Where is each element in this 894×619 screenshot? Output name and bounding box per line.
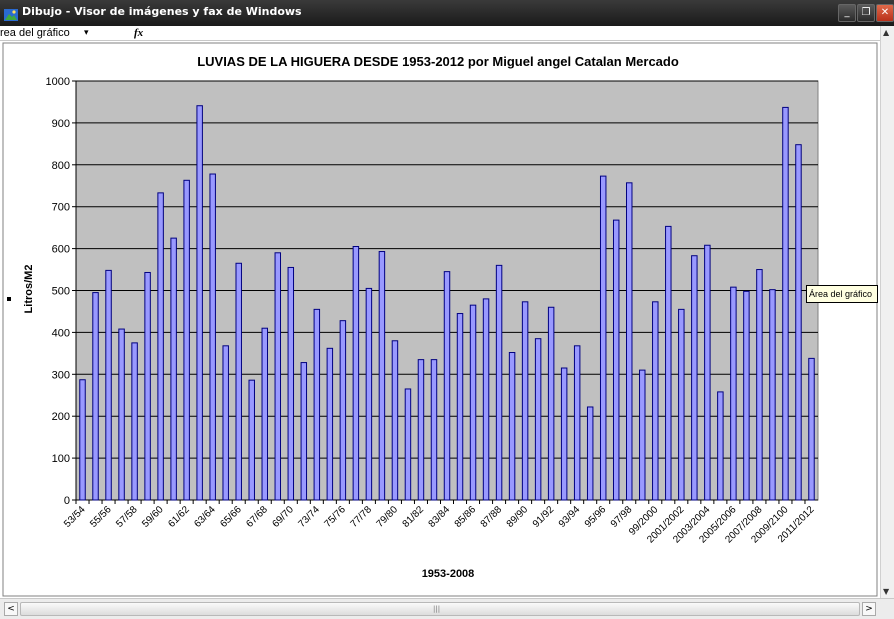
bar[interactable]: [717, 391, 724, 501]
y-tick-label: 200: [52, 411, 70, 423]
bar[interactable]: [521, 301, 529, 501]
bar[interactable]: [157, 192, 164, 501]
bar[interactable]: [443, 271, 451, 501]
y-tick-label: 400: [52, 327, 70, 339]
bar[interactable]: [313, 308, 321, 501]
bar[interactable]: [339, 320, 347, 501]
horizontal-scrollbar[interactable]: < ||| >: [0, 598, 894, 619]
bar[interactable]: [144, 271, 151, 501]
bar[interactable]: [665, 225, 672, 501]
bar[interactable]: [704, 244, 711, 501]
image-viewer-app-icon: [4, 6, 18, 21]
chart-area[interactable]: LUVIAS DE LA HIGUERA DESDE 1953-2012 por…: [0, 41, 880, 598]
y-tick-label: 300: [52, 369, 70, 381]
bar[interactable]: [652, 301, 659, 501]
scroll-grip-icon: |||: [433, 605, 441, 613]
y-tick-label: 0: [64, 495, 70, 507]
vertical-scrollbar[interactable]: ▲ ▼: [880, 26, 894, 598]
bar[interactable]: [795, 144, 802, 501]
bar[interactable]: [560, 367, 568, 501]
y-tick-label: 500: [52, 286, 70, 298]
window-title-bar: Dibujo - Visor de imágenes y fax de Wind…: [0, 0, 894, 26]
chart-area-tooltip: Área del gráfico: [806, 285, 878, 303]
bar[interactable]: [196, 105, 203, 501]
bar-series[interactable]: [79, 105, 815, 501]
y-tick-label: 900: [52, 118, 70, 130]
bar[interactable]: [105, 269, 112, 501]
bar[interactable]: [691, 255, 698, 501]
bar[interactable]: [469, 304, 477, 501]
bar[interactable]: [430, 359, 438, 501]
fx-icon[interactable]: fx: [134, 27, 144, 39]
window-title: Dibujo - Visor de imágenes y fax de Wind…: [22, 5, 302, 18]
bar[interactable]: [274, 252, 282, 501]
bar[interactable]: [586, 406, 594, 501]
bar[interactable]: [287, 266, 295, 501]
bar[interactable]: [626, 182, 633, 501]
bar[interactable]: [482, 298, 490, 501]
horizontal-scroll-thumb[interactable]: |||: [20, 602, 860, 616]
bar[interactable]: [808, 357, 815, 501]
bar[interactable]: [391, 340, 399, 501]
y-tick-label: 600: [52, 244, 70, 256]
bar[interactable]: [573, 345, 581, 501]
bar[interactable]: [678, 308, 685, 501]
bar[interactable]: [743, 290, 750, 501]
bar[interactable]: [79, 379, 86, 501]
bar[interactable]: [599, 175, 607, 501]
bar[interactable]: [417, 359, 425, 501]
bar[interactable]: [235, 262, 242, 501]
restore-button[interactable]: ❐: [857, 4, 875, 22]
bar[interactable]: [547, 306, 555, 501]
bar[interactable]: [300, 362, 308, 501]
bar[interactable]: [756, 269, 763, 501]
minimize-button[interactable]: _: [838, 4, 856, 22]
bar[interactable]: [365, 287, 373, 501]
y-tick-label: 700: [52, 202, 70, 214]
name-box[interactable]: rea del gráfico: [0, 27, 70, 39]
bar[interactable]: [378, 251, 386, 501]
bar[interactable]: [769, 289, 776, 501]
bar[interactable]: [92, 292, 99, 501]
bar[interactable]: [352, 246, 360, 501]
scroll-down-icon[interactable]: ▼: [883, 587, 890, 596]
legend-key-marker: [7, 297, 11, 301]
formula-bar: rea del gráfico ▾ fx: [0, 26, 880, 41]
bar[interactable]: [248, 379, 255, 501]
bar[interactable]: [209, 173, 216, 501]
chart-title: LUVIAS DE LA HIGUERA DESDE 1953-2012 por…: [197, 54, 679, 69]
bar[interactable]: [404, 388, 412, 501]
bar[interactable]: [508, 352, 516, 501]
bar[interactable]: [183, 179, 190, 501]
bar[interactable]: [456, 313, 464, 501]
bar[interactable]: [131, 342, 138, 501]
bar[interactable]: [118, 328, 125, 501]
name-box-dropdown-icon[interactable]: ▾: [84, 28, 89, 38]
bar[interactable]: [730, 286, 737, 501]
y-axis-label: Litros/M2: [23, 265, 35, 314]
bar[interactable]: [326, 347, 334, 501]
x-axis-label: 1953-2008: [422, 568, 475, 580]
scroll-up-icon[interactable]: ▲: [883, 28, 890, 37]
bar[interactable]: [639, 369, 646, 501]
bar[interactable]: [170, 237, 177, 501]
bar[interactable]: [495, 264, 503, 501]
bar[interactable]: [534, 338, 542, 501]
bar[interactable]: [261, 327, 268, 501]
y-axis-ticks: 0 100 200 300 400 500 600 700 800 900 1000: [46, 76, 76, 507]
y-tick-label: 800: [52, 160, 70, 172]
scroll-right-icon[interactable]: >: [862, 602, 876, 616]
y-tick-label: 100: [52, 453, 70, 465]
bar[interactable]: [612, 219, 620, 501]
close-button[interactable]: ✕: [876, 4, 894, 22]
bar[interactable]: [782, 106, 789, 501]
scroll-left-icon[interactable]: <: [4, 602, 18, 616]
y-tick-label: 1000: [46, 76, 70, 88]
bar[interactable]: [222, 345, 229, 501]
